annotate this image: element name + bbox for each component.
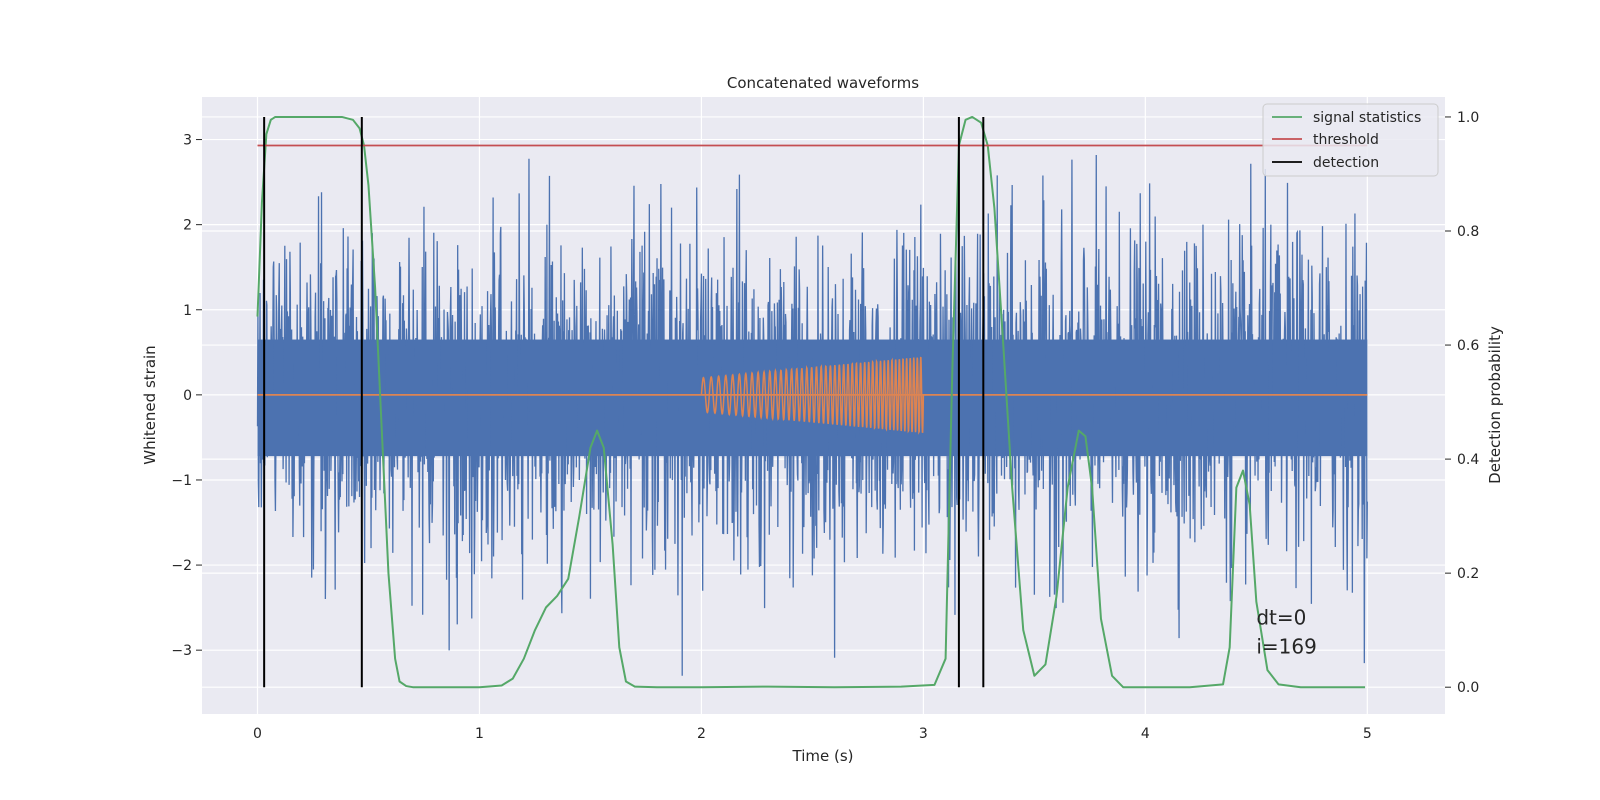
y-tick-label: 2 <box>183 218 192 234</box>
y-tick-label: −3 <box>171 643 192 659</box>
x-axis-label: Time (s) <box>792 747 854 765</box>
x-tick-label: 3 <box>919 726 928 742</box>
signal-statistics-series <box>256 115 1366 689</box>
y2-tick-label: 0.8 <box>1457 224 1479 240</box>
y-axis-label: Whitened strain <box>141 345 159 464</box>
injection-chirp-series <box>257 356 1368 435</box>
injection-chirp <box>700 356 925 435</box>
legend-label-threshold: threshold <box>1313 132 1379 148</box>
y2-tick-label: 0.4 <box>1457 452 1479 468</box>
y-tick-label: −2 <box>171 558 192 574</box>
y-tick-label: 3 <box>183 133 192 149</box>
strain-line <box>256 154 1368 676</box>
y-tick-label: 1 <box>183 303 192 319</box>
legend-box <box>1262 103 1439 177</box>
y2-tick-label: 0.2 <box>1457 566 1479 582</box>
annotations: dt=0 i=169 <box>1256 606 1317 659</box>
y2-axis-label: Detection probability <box>1486 326 1504 484</box>
signal-statistics-line <box>256 115 1366 689</box>
y2-tick-label: 1.0 <box>1457 110 1479 126</box>
y-tick-label: 0 <box>183 388 192 404</box>
x-tick-label: 4 <box>1141 726 1150 742</box>
annotation-text: dt=0 <box>1256 606 1306 630</box>
x-tick-label: 0 <box>253 726 262 742</box>
y-tick-label: −1 <box>171 473 192 489</box>
detection-series <box>263 116 985 688</box>
legend-label-detection: detection <box>1313 155 1379 171</box>
legend: signal statistics threshold detection <box>1262 103 1439 177</box>
x-tick-label: 1 <box>475 726 484 742</box>
axes: 0 1 2 3 4 5 −3 −2 −1 0 1 2 3 0.0 0.2 0.4 0.6 0.8 1.0 <box>171 110 1479 742</box>
x-tick-label: 5 <box>1363 726 1372 742</box>
legend-label-signal: signal statistics <box>1313 110 1421 126</box>
y2-tick-label: 0.6 <box>1457 338 1479 354</box>
annotation-text: i=169 <box>1256 635 1317 659</box>
chart-title: Concatenated waveforms <box>727 74 919 92</box>
y2-tick-label: 0.0 <box>1457 680 1479 696</box>
x-tick-label: 2 <box>697 726 706 742</box>
